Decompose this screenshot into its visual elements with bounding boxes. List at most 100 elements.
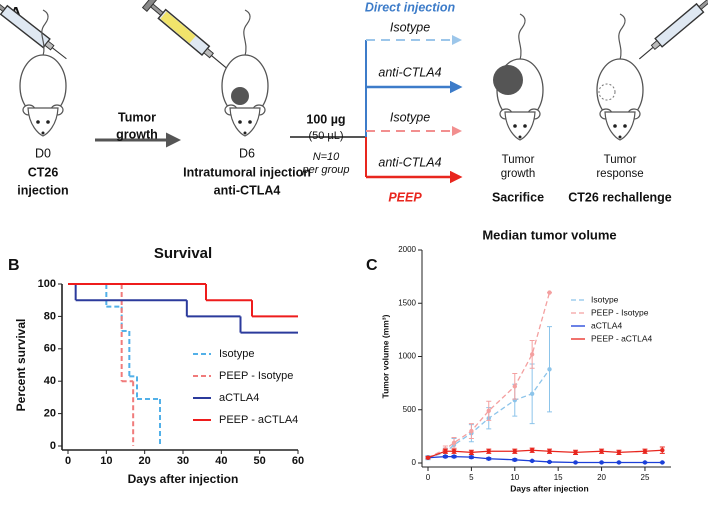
legend-label: PEEP - Isotype [219,370,293,382]
y-axis-label: Tumor volume (mm³) [380,314,390,398]
mouse [596,13,644,141]
point [599,460,604,465]
syringe [0,0,72,66]
point [529,458,535,464]
step-label: Sacrifice [492,190,544,204]
dose: 100 µg [306,112,345,126]
legend-label: aCTLA4 [591,320,622,330]
point [443,449,448,454]
chart-title: Survival [154,245,212,262]
y-tick-label: 100 [38,278,56,290]
day-label: D0 [35,146,51,160]
y-tick-label: 40 [44,375,56,387]
point [547,290,552,295]
x-tick-label: 10 [510,473,519,482]
y-tick-label: 1500 [398,298,416,307]
step-label: anti-CTLA4 [214,183,281,197]
x-tick-label: 20 [597,473,606,482]
y-tick-label: 0 [50,440,56,452]
point [660,448,665,453]
arrow-label: growth [116,127,158,141]
step-label: injection [17,183,68,197]
legend-label: PEEP - aCTLA4 [219,414,298,426]
branch-label: anti-CTLA4 [378,65,441,79]
tumor [493,65,523,95]
point [547,459,552,465]
syringe [634,0,708,66]
legend-label: Isotype [591,294,619,304]
x-tick-label: 40 [215,455,227,467]
y-tick-label: 2000 [398,245,416,254]
series-line [427,292,551,459]
arrow-label: Tumor [118,110,156,124]
x-axis-label: Days after injection [128,472,239,486]
y-tick-label: 80 [44,310,56,322]
mouse [221,9,269,137]
group-size: N=10 [313,151,340,163]
volume: (50 µL) [308,130,343,142]
branch-label: Isotype [390,20,430,34]
point [512,384,517,389]
legend-label: aCTLA4 [219,392,259,404]
point [642,449,648,454]
point [512,457,517,463]
x-tick-label: 50 [254,455,266,467]
point [529,391,535,396]
outcome-label: Tumor [604,154,637,166]
tumor [598,83,616,101]
route-label: PEEP [388,190,422,204]
x-tick-label: 15 [554,473,563,482]
series-line [427,455,663,464]
step-label: CT26 rechallenge [568,190,672,204]
point [529,352,535,357]
point [616,460,622,465]
legend-label: Isotype [219,348,254,360]
y-tick-label: 500 [403,405,417,414]
point [573,460,578,465]
step-label: Intratumoral injection [183,165,311,179]
point [599,449,604,454]
x-tick-label: 0 [426,473,431,482]
syringe [141,0,232,75]
panel-label: C [366,257,378,274]
point [469,428,474,434]
x-tick-label: 0 [65,455,71,467]
x-tick-label: 20 [139,455,151,467]
chart-title: Median tumor volume [482,227,616,242]
route-label: Direct injection [365,0,456,14]
point [486,408,491,414]
branch-label: Isotype [390,110,430,124]
y-tick-label: 20 [44,408,56,420]
point [573,450,578,455]
outcome-label: response [596,168,643,180]
panel-label: B [8,257,20,274]
x-axis-label: Days after injection [510,483,588,493]
legend-label: PEEP - Isotype [591,307,649,317]
point [425,455,431,460]
point [486,456,491,461]
point [547,367,552,372]
step-label: CT26 [28,165,59,179]
point [660,460,665,465]
point [642,460,648,465]
point [451,440,457,445]
point [443,454,448,459]
point [512,449,517,454]
x-tick-label: 30 [177,455,189,467]
x-tick-label: 25 [641,473,650,482]
x-tick-label: 5 [469,473,474,482]
point [451,454,457,459]
diagram: A D0 CT26 injection Tumor growth D6 Intr… [0,0,708,204]
y-axis-label: Percent survival [14,319,28,412]
day-label: D6 [239,146,255,160]
group-size: per group [301,164,349,176]
point [616,450,622,455]
branch-label: anti-CTLA4 [378,155,441,169]
point [469,454,474,460]
tumor [231,87,249,105]
x-tick-label: 60 [292,455,304,467]
y-tick-label: 1000 [398,352,416,361]
outcome-label: growth [501,168,536,180]
point [486,449,491,454]
